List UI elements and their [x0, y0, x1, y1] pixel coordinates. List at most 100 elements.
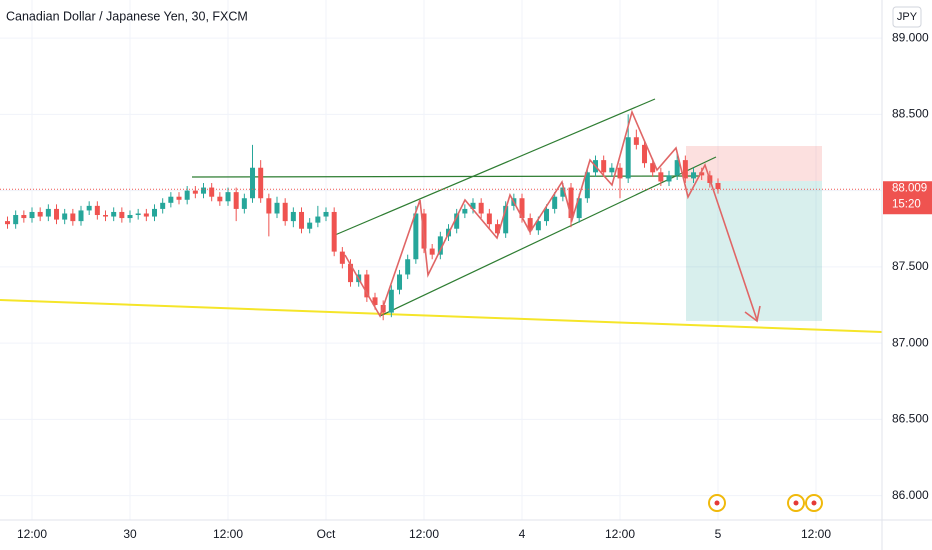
candle-body — [274, 202, 280, 214]
candle-body — [78, 210, 84, 222]
candle-body — [699, 172, 705, 176]
candle-body — [299, 211, 305, 229]
candle-body — [454, 213, 460, 229]
currency-button[interactable] — [892, 6, 922, 28]
candle-body — [405, 259, 411, 275]
y-tick-label: 87.000 — [892, 335, 929, 349]
horizontal-line — [191, 175, 701, 178]
candle-body — [201, 187, 207, 194]
candle-body — [331, 211, 337, 252]
chart-title: Canadian Dollar / Japanese Yen, 30, FXCM — [6, 9, 248, 23]
candle-body — [397, 274, 403, 290]
candle-body — [176, 196, 182, 200]
candle-body — [152, 208, 158, 217]
candle-body — [168, 196, 174, 203]
candle-body — [560, 187, 566, 197]
candle-body — [682, 160, 688, 179]
x-tick-label: 4 — [519, 527, 526, 541]
candle-body — [323, 211, 329, 217]
candle-body — [462, 208, 468, 214]
candle-body — [576, 198, 582, 219]
candle-body — [282, 202, 288, 222]
candle-body — [348, 263, 354, 283]
candle-body — [119, 211, 125, 219]
candle-body — [160, 202, 166, 209]
x-tick-label: 12:00 — [213, 527, 243, 541]
y-tick-label: 88.500 — [892, 107, 929, 121]
candle-body — [413, 213, 419, 260]
candle-body — [29, 211, 35, 219]
candle-body — [127, 215, 133, 219]
candle-body — [184, 190, 190, 200]
candle-body — [111, 211, 117, 217]
y-tick-label: 86.500 — [892, 412, 929, 426]
candle-body — [372, 297, 378, 305]
candle-body — [5, 221, 11, 225]
x-tick-label: 5 — [715, 527, 722, 541]
candle-body — [478, 202, 484, 214]
last-price-label: 88.009 — [892, 182, 927, 194]
candle-body — [486, 213, 492, 225]
candle-body — [86, 205, 92, 211]
candle-body — [470, 202, 476, 209]
x-tick-label: 12:00 — [409, 527, 439, 541]
candle-body — [103, 215, 109, 217]
candle-body — [192, 190, 198, 194]
candle-body — [258, 167, 264, 199]
candle-body — [290, 211, 296, 222]
candle-body — [339, 251, 345, 264]
candle-body — [715, 182, 721, 190]
candle-body — [601, 160, 607, 173]
candle-body — [527, 218, 533, 231]
candle-body — [633, 137, 639, 145]
countdown-label: 15:20 — [892, 198, 921, 210]
x-tick-label: 12:00 — [17, 527, 47, 541]
candle-body — [225, 192, 231, 202]
candle-body — [209, 187, 215, 197]
candle-body — [315, 216, 321, 223]
candle-body — [217, 196, 223, 202]
candle-body — [233, 192, 239, 209]
axes: 86.00086.50087.00087.50088.00088.50089.0… — [17, 30, 932, 541]
candle-body — [266, 198, 272, 214]
event-dot — [714, 500, 720, 506]
candle-body — [666, 175, 672, 182]
candle-body — [642, 144, 648, 164]
candle-body — [45, 208, 51, 217]
candle-body — [13, 215, 19, 225]
y-tick-label: 87.500 — [892, 259, 929, 273]
candle-body — [70, 213, 76, 222]
candle-body — [650, 163, 656, 173]
candle-body — [135, 213, 141, 216]
x-tick-label: 12:00 — [605, 527, 635, 541]
last-price-tag — [883, 181, 932, 215]
x-tick-label: 12:00 — [801, 527, 831, 541]
support-line — [0, 299, 883, 333]
candle-body — [658, 172, 664, 182]
event-dot — [793, 500, 799, 506]
candle-body — [535, 221, 541, 231]
candle-body — [691, 172, 697, 179]
channel-upper — [334, 98, 656, 236]
x-tick-label: Oct — [317, 527, 336, 541]
event-dot — [811, 500, 817, 506]
candle-body — [609, 167, 615, 173]
candle-body — [568, 187, 574, 219]
currency-label: JPY — [897, 11, 918, 23]
candle-body — [437, 236, 443, 255]
candle-body — [37, 211, 43, 217]
grid — [0, 0, 882, 520]
candle-body — [519, 198, 525, 219]
candle-body — [54, 208, 60, 220]
candle-body — [674, 160, 680, 176]
candle-body — [495, 224, 501, 234]
candle-body — [364, 274, 370, 298]
stop-zone — [686, 146, 822, 181]
candle-body — [429, 248, 435, 255]
candle-body — [307, 222, 313, 229]
candle-body — [544, 208, 550, 222]
candle-body — [552, 196, 558, 209]
arrow-head — [744, 305, 761, 323]
candle-body — [584, 172, 590, 199]
